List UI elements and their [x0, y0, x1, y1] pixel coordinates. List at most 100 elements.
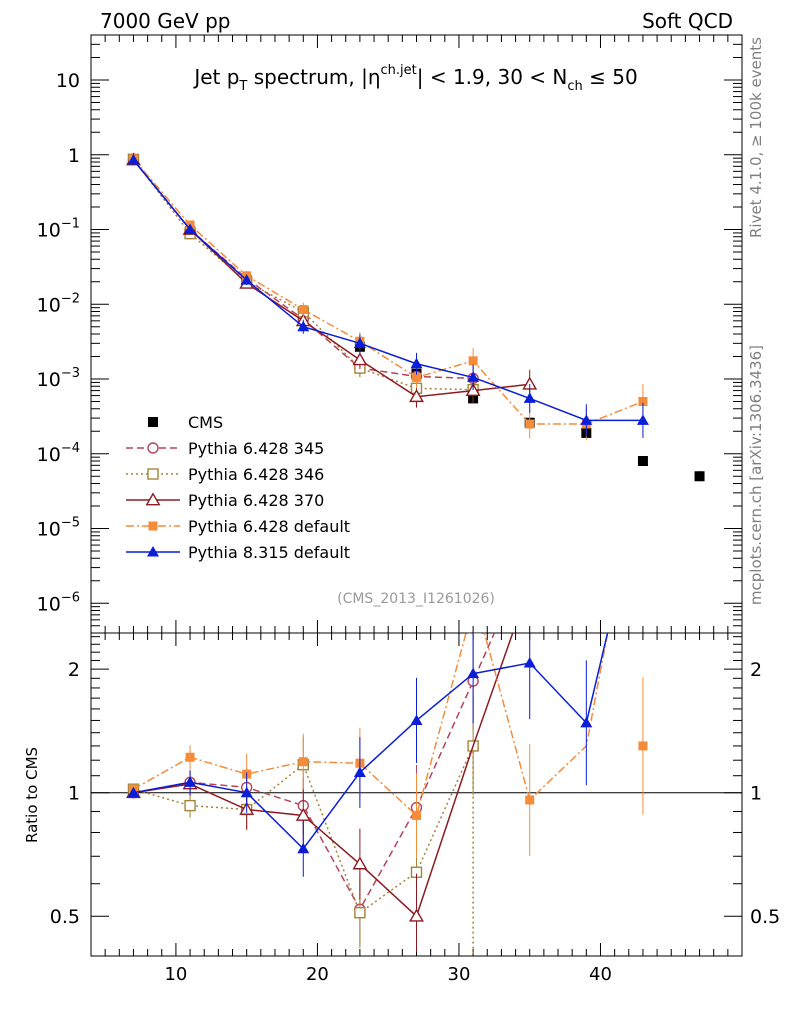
y-tick-label-main-4: 10−3: [37, 366, 80, 391]
y-tick-label-ratio-1: 1: [68, 783, 80, 805]
analysis-watermark: (CMS_2013_I1261026): [337, 591, 495, 607]
series-4-ratio-point: [580, 716, 593, 728]
y-tick-label-main-6: 10−5: [37, 516, 80, 541]
title-sub-1: T: [238, 79, 247, 94]
y-tick-label-exponent: −3: [61, 366, 80, 381]
x-tick-label-2: 30: [448, 964, 471, 985]
legend-marker: [147, 468, 159, 480]
series-0-ratio-line: [133, 633, 496, 911]
y-tick-label-main-3: 10−2: [37, 291, 80, 316]
series-2-ratio-point: [295, 807, 311, 821]
series-3-point: [412, 372, 421, 382]
x-tick-label-1: 20: [306, 964, 329, 985]
y-tick-label-main-0: 10: [56, 70, 80, 92]
y-tick-label-base: 10: [37, 593, 61, 615]
series-3-point: [638, 397, 648, 407]
y-tick-label-base: 10: [37, 519, 61, 541]
y-tick-label-exponent: −4: [61, 441, 80, 456]
y-tick-label-ratio-2: 2: [68, 659, 80, 681]
series-3-point: [525, 419, 535, 429]
series-1-ratio-line: [133, 745, 474, 956]
legend-marker: [148, 521, 158, 531]
series-3-point: [468, 356, 478, 366]
series-4-point: [240, 274, 253, 285]
legend-label: Pythia 6.428 345: [188, 439, 324, 458]
plot-title: Jet pT spectrum, |ηch.jet| < 1.9, 30 < N…: [192, 63, 637, 94]
title-sub-2: ch: [567, 79, 582, 94]
cms-point: [637, 455, 648, 466]
series-2-ratio-point: [409, 908, 424, 922]
legend-marker: [147, 546, 159, 557]
series-2-point: [409, 389, 424, 403]
legend-item-2: Pythia 6.428 346: [126, 465, 324, 484]
series-4-ratio-point: [184, 776, 197, 787]
legend-marker: [148, 417, 158, 427]
legend-marker: [147, 442, 159, 454]
y-tick-label-base: 10: [37, 294, 61, 316]
series-4-ratio-point: [297, 842, 310, 854]
legend-label: Pythia 6.428 346: [188, 465, 324, 484]
legend-label: Pythia 6.428 default: [188, 517, 350, 536]
y-tick-label-main-2: 10−1: [37, 217, 80, 242]
title-part-3: | < 1.9, 30 < N: [417, 65, 568, 89]
series-1-ratio-point: [354, 907, 366, 919]
series-4-point: [184, 223, 197, 235]
title-sup: ch.jet: [381, 63, 417, 78]
series-4-ratio-point: [240, 786, 253, 798]
series-1-line: [132, 158, 474, 391]
x-tick-label-0: 10: [164, 964, 187, 985]
series-3-ratio-point: [412, 810, 421, 820]
series-4-ratio-point: [353, 766, 366, 778]
y-tick-label-main-1: 1: [68, 145, 80, 167]
y-tick-label-ratio-right-1: 1: [750, 783, 762, 805]
header-left: 7000 GeV pp: [100, 9, 231, 33]
series-3-ratio-point: [185, 752, 195, 762]
series-4-point: [410, 357, 423, 369]
y-tick-label-exponent: −5: [61, 516, 80, 531]
series-3-ratio-point: [525, 795, 535, 805]
series-3-line: [132, 158, 644, 425]
series-4-ratio-point: [410, 714, 423, 725]
legend-label: Pythia 6.428 370: [188, 491, 324, 510]
series-4-point: [297, 320, 310, 332]
series-4-ratio-point: [127, 786, 140, 798]
title-part-1: Jet p: [192, 65, 239, 89]
legend-marker: [145, 492, 161, 506]
legend-item-0: CMS: [148, 413, 223, 432]
series-4-ratio-point: [523, 657, 536, 668]
legend: CMS Pythia 6.428 345 Pythia 6.428 346 Pythi…: [126, 413, 350, 562]
series-4-ratio-point: [467, 667, 480, 679]
legend-label: CMS: [188, 413, 223, 432]
series-4-line: [132, 159, 643, 422]
series-4-point: [127, 154, 140, 165]
y-tick-label-exponent: −2: [61, 291, 80, 306]
y-tick-label-base: 1: [68, 145, 80, 167]
series-2-point: [352, 352, 368, 366]
y-tick-label-exponent: −6: [61, 590, 80, 605]
header-right: Soft QCD: [642, 9, 733, 33]
cms-point: [694, 471, 705, 482]
series-4-point: [580, 414, 593, 425]
y-tick-label-main-5: 10−4: [37, 441, 80, 466]
title-part-2: spectrum, |η: [247, 65, 380, 89]
legend-item-1: Pythia 6.428 345: [126, 439, 324, 458]
legend-item-3: Pythia 6.428 370: [126, 491, 324, 510]
x-tick-label-3: 40: [589, 964, 612, 985]
y-tick-label-base: 10: [37, 220, 61, 242]
series-4-point: [353, 337, 366, 348]
ratio-y-label: Ratio to CMS: [23, 747, 41, 843]
series-3-ratio-point: [298, 757, 308, 767]
legend-label: Pythia 8.315 default: [188, 543, 350, 562]
y-tick-label-base: 10: [56, 70, 80, 92]
legend-item-4: Pythia 6.428 default: [126, 517, 350, 536]
y-tick-label-exponent: −1: [61, 217, 80, 232]
legend-item-5: Pythia 8.315 default: [126, 543, 350, 562]
series-4-point: [636, 414, 649, 425]
y-tick-label-base: 10: [37, 369, 61, 391]
ratio-data: [126, 633, 648, 956]
y-tick-label-ratio-right-0: 0.5: [750, 906, 780, 928]
y-tick-label-ratio-right-2: 2: [750, 659, 762, 681]
series-3-ratio-line: [133, 633, 609, 817]
